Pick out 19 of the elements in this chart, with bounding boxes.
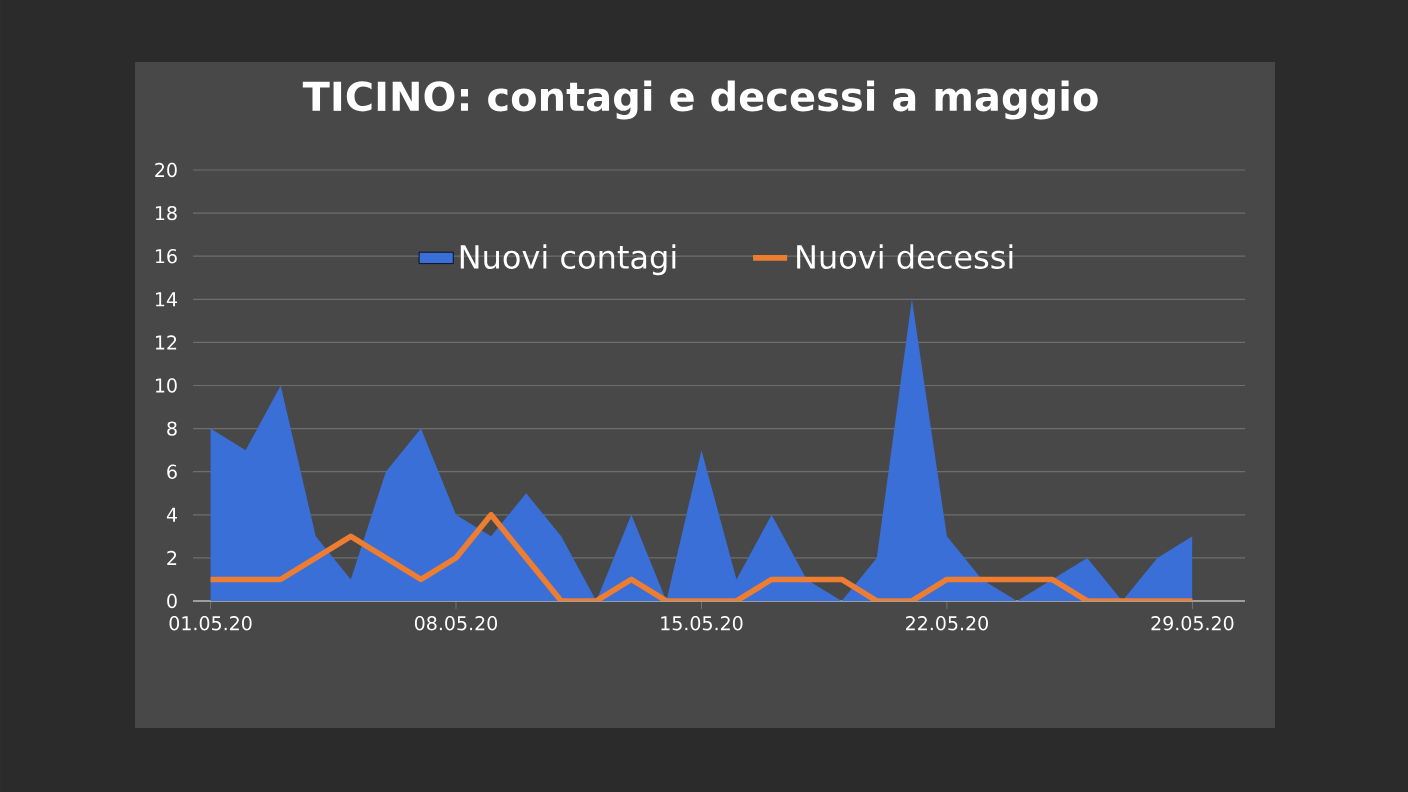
y-tick-label: 14 (155, 292, 177, 307)
y-tick-label: 10 (155, 378, 177, 393)
y-tick-label: 12 (155, 335, 177, 350)
x-tick-label: 08.05.20 (414, 616, 498, 631)
x-tick-label: 01.05.20 (169, 616, 252, 631)
legend-label: Nuovi contagi (460, 244, 676, 276)
y-tick-label: 18 (155, 205, 177, 221)
legend-label: Nuovi decessi (797, 244, 1013, 269)
y-tick-label: 2 (167, 550, 177, 565)
x-tick-label: 29.05.20 (1151, 616, 1234, 631)
y-tick-label: 8 (167, 421, 177, 436)
x-tick-label: 22.05.20 (906, 616, 988, 631)
y-tick-label: 20 (155, 162, 177, 178)
y-tick-label: 16 (155, 248, 177, 264)
y-tick-label: 4 (166, 507, 177, 522)
y-tick-label: 6 (167, 464, 177, 479)
x-tick-label: 15.05.20 (661, 616, 743, 631)
y-tick-label: 0 (167, 593, 177, 609)
chart-title: TICINO: contagi e decessi a maggio (302, 80, 1098, 120)
